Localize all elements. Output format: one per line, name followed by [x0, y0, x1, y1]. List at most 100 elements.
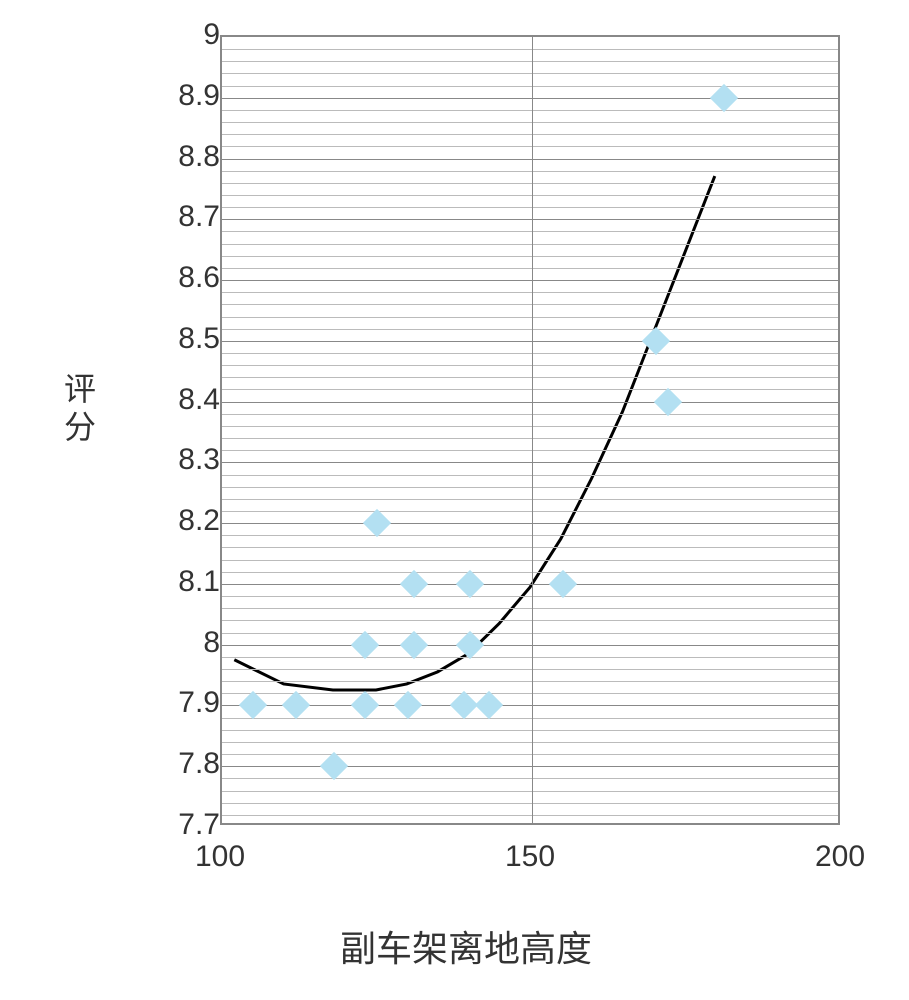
y-tick-label: 7.7 [160, 808, 220, 842]
gridline-horizontal-minor [222, 681, 838, 682]
gridline-horizontal-minor [222, 499, 838, 500]
scatter-point [474, 691, 502, 719]
gridline-horizontal-major [222, 159, 838, 160]
gridline-horizontal-minor [222, 426, 838, 427]
y-tick-label: 8.6 [160, 261, 220, 295]
scatter-point [549, 570, 577, 598]
y-tick-label: 8.5 [160, 322, 220, 356]
y-tick-label: 7.8 [160, 747, 220, 781]
gridline-horizontal-minor [222, 244, 838, 245]
gridline-horizontal-major [222, 766, 838, 767]
scatter-point [239, 691, 267, 719]
gridline-horizontal-minor [222, 171, 838, 172]
scatter-point [350, 691, 378, 719]
gridline-horizontal-minor [222, 560, 838, 561]
gridline-horizontal-minor [222, 815, 838, 816]
gridline-horizontal-minor [222, 778, 838, 779]
chart-container: 评 分 副车架离地高度 7.7 7.8 7.9 8 8.1 8.2 8.3 8.4 8.5 8.6… [40, 20, 860, 970]
gridline-horizontal-major [222, 98, 838, 99]
gridline-horizontal-minor [222, 547, 838, 548]
gridline-horizontal-minor [222, 596, 838, 597]
y-tick-label: 8 [160, 626, 220, 660]
gridline-horizontal-major [222, 645, 838, 646]
gridline-horizontal-major [222, 341, 838, 342]
gridline-horizontal-minor [222, 317, 838, 318]
gridline-horizontal-minor [222, 329, 838, 330]
gridline-horizontal-minor [222, 231, 838, 232]
scatter-point [400, 570, 428, 598]
gridline-horizontal-minor [222, 657, 838, 658]
gridline-horizontal-minor [222, 86, 838, 87]
scatter-point [400, 631, 428, 659]
y-tick-label: 8.8 [160, 140, 220, 174]
y-tick-label: 8.3 [160, 443, 220, 477]
x-tick-label: 100 [195, 840, 245, 874]
gridline-horizontal-minor [222, 608, 838, 609]
gridline-horizontal-minor [222, 110, 838, 111]
y-tick-label: 8.9 [160, 79, 220, 113]
x-tick-label: 150 [505, 840, 555, 874]
gridline-horizontal-minor [222, 730, 838, 731]
gridline-horizontal-minor [222, 693, 838, 694]
gridline-horizontal-minor [222, 414, 838, 415]
gridline-horizontal-minor [222, 183, 838, 184]
gridline-horizontal-minor [222, 122, 838, 123]
scatter-point [654, 387, 682, 415]
gridline-horizontal-minor [222, 669, 838, 670]
scatter-point [394, 691, 422, 719]
y-tick-label: 8.2 [160, 504, 220, 538]
gridline-horizontal-major [222, 402, 838, 403]
gridline-horizontal-minor [222, 377, 838, 378]
gridline-horizontal-minor [222, 438, 838, 439]
x-axis-label: 副车架离地高度 [340, 920, 592, 972]
gridline-horizontal-major [222, 523, 838, 524]
gridline-horizontal-minor [222, 256, 838, 257]
gridline-horizontal-major [222, 219, 838, 220]
scatter-point [363, 509, 391, 537]
gridline-horizontal-minor [222, 365, 838, 366]
scatter-point [350, 631, 378, 659]
y-tick-label: 8.1 [160, 565, 220, 599]
y-tick-label: 8.4 [160, 383, 220, 417]
gridline-horizontal-minor [222, 572, 838, 573]
gridline-horizontal-major [222, 280, 838, 281]
gridline-horizontal-minor [222, 450, 838, 451]
gridline-horizontal-minor [222, 803, 838, 804]
scatter-point [450, 691, 478, 719]
gridline-horizontal-minor [222, 535, 838, 536]
x-tick-label: 200 [815, 840, 865, 874]
gridline-horizontal-minor [222, 633, 838, 634]
gridline-horizontal-minor [222, 292, 838, 293]
gridline-horizontal-minor [222, 718, 838, 719]
y-tick-label: 9 [160, 18, 220, 52]
y-tick-label: 7.9 [160, 686, 220, 720]
gridline-horizontal-minor [222, 304, 838, 305]
gridline-vertical-major [532, 37, 533, 823]
gridline-horizontal-minor [222, 620, 838, 621]
gridline-horizontal-minor [222, 742, 838, 743]
scatter-point [319, 752, 347, 780]
gridline-horizontal-minor [222, 207, 838, 208]
gridline-horizontal-minor [222, 195, 838, 196]
gridline-horizontal-minor [222, 61, 838, 62]
gridline-horizontal-minor [222, 389, 838, 390]
gridline-horizontal-minor [222, 73, 838, 74]
scatter-point [456, 631, 484, 659]
gridline-horizontal-minor [222, 49, 838, 50]
y-axis-label: 评 分 [60, 370, 100, 447]
gridline-horizontal-minor [222, 791, 838, 792]
gridline-horizontal-minor [222, 511, 838, 512]
gridline-horizontal-major [222, 584, 838, 585]
gridline-horizontal-minor [222, 353, 838, 354]
curve-path [234, 176, 714, 690]
plot-area [220, 35, 840, 825]
gridline-horizontal-minor [222, 146, 838, 147]
scatter-point [710, 84, 738, 112]
gridline-horizontal-major [222, 462, 838, 463]
scatter-point [282, 691, 310, 719]
scatter-point [642, 327, 670, 355]
gridline-horizontal-minor [222, 487, 838, 488]
gridline-horizontal-minor [222, 475, 838, 476]
y-tick-label: 8.7 [160, 200, 220, 234]
gridline-horizontal-minor [222, 754, 838, 755]
